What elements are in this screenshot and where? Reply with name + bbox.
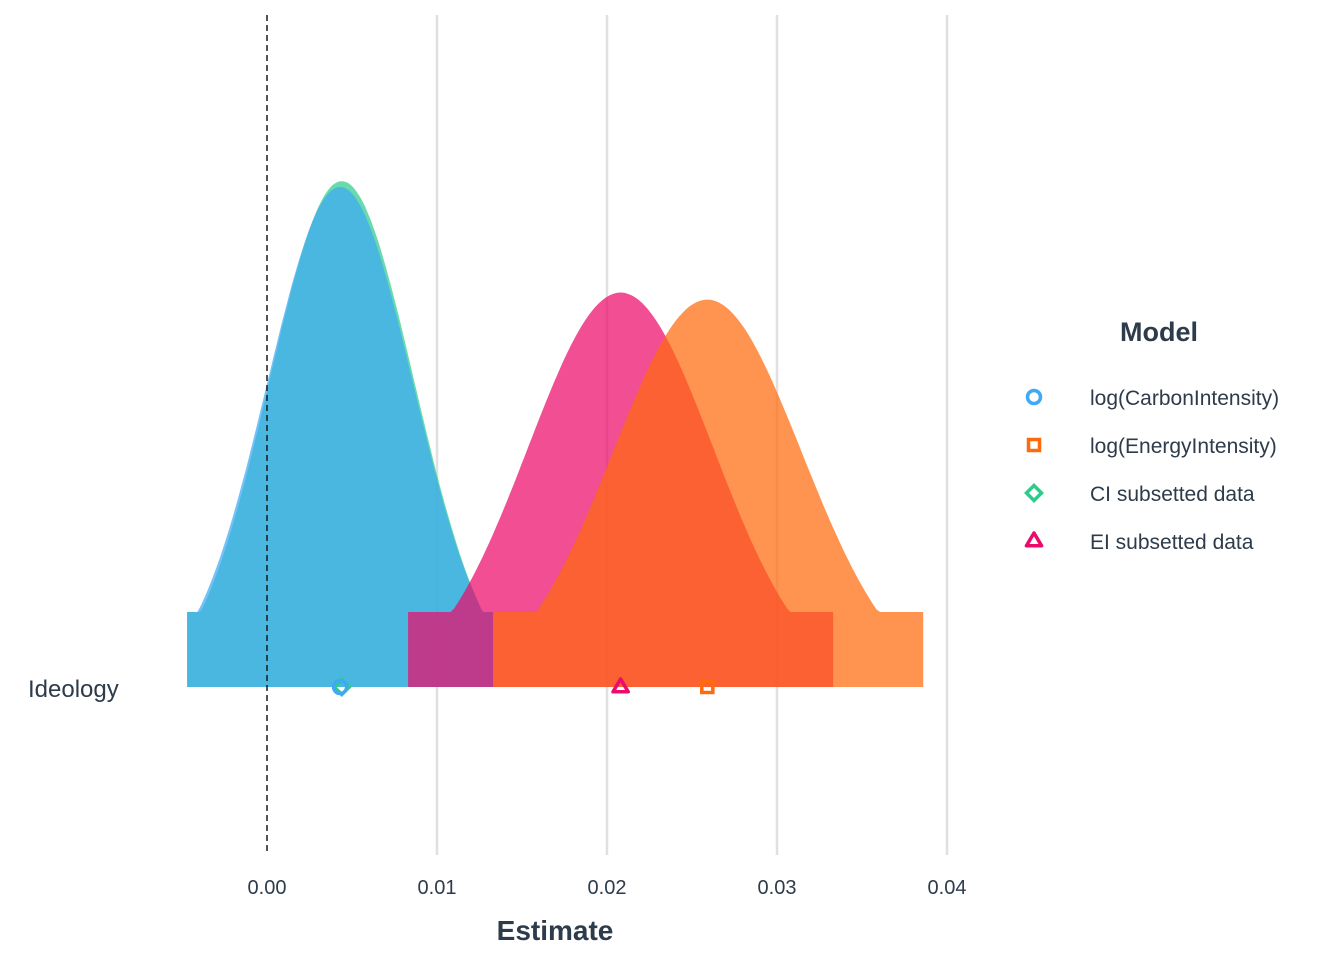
point-ei-subsetted-data xyxy=(611,677,630,694)
legend-label-log-energyintensity-: log(EnergyIntensity) xyxy=(1090,435,1277,458)
point-log-energyintensity- xyxy=(700,679,715,695)
x-tick-label-2: 0.02 xyxy=(588,877,627,899)
x-tick-label-3: 0.03 xyxy=(758,877,797,899)
density-log-energyintensity- xyxy=(493,299,924,687)
point-estimates xyxy=(331,677,715,697)
x-tick-label-4: 0.04 xyxy=(928,877,967,899)
point-log-carbonintensity- xyxy=(331,678,349,696)
legend-label-ci-subsetted-data: CI subsetted data xyxy=(1090,483,1255,506)
x-axis-title: Estimate xyxy=(497,915,614,946)
legend: log(CarbonIntensity) log(EnergyIntensity)… xyxy=(1024,387,1279,554)
legend-key-log-energyintensity- xyxy=(1026,437,1042,453)
legend-label-log-carbonintensity-: log(CarbonIntensity) xyxy=(1090,387,1279,410)
legend-key-log-carbonintensity- xyxy=(1025,388,1043,406)
x-tick-label-0: 0.00 xyxy=(248,877,287,899)
density-curves xyxy=(187,181,924,687)
legend-key-ci-subsetted-data xyxy=(1024,483,1044,503)
x-axis-ticks: 0.00 0.01 0.02 0.03 0.04 xyxy=(248,877,967,899)
density-log-carbonintensity- xyxy=(187,187,494,687)
legend-title: Model xyxy=(1120,317,1198,347)
x-tick-label-1: 0.01 xyxy=(418,877,457,899)
category-label: Ideology xyxy=(28,676,119,703)
legend-label-ei-subsetted-data: EI subsetted data xyxy=(1090,531,1254,554)
legend-key-ei-subsetted-data xyxy=(1024,531,1044,548)
